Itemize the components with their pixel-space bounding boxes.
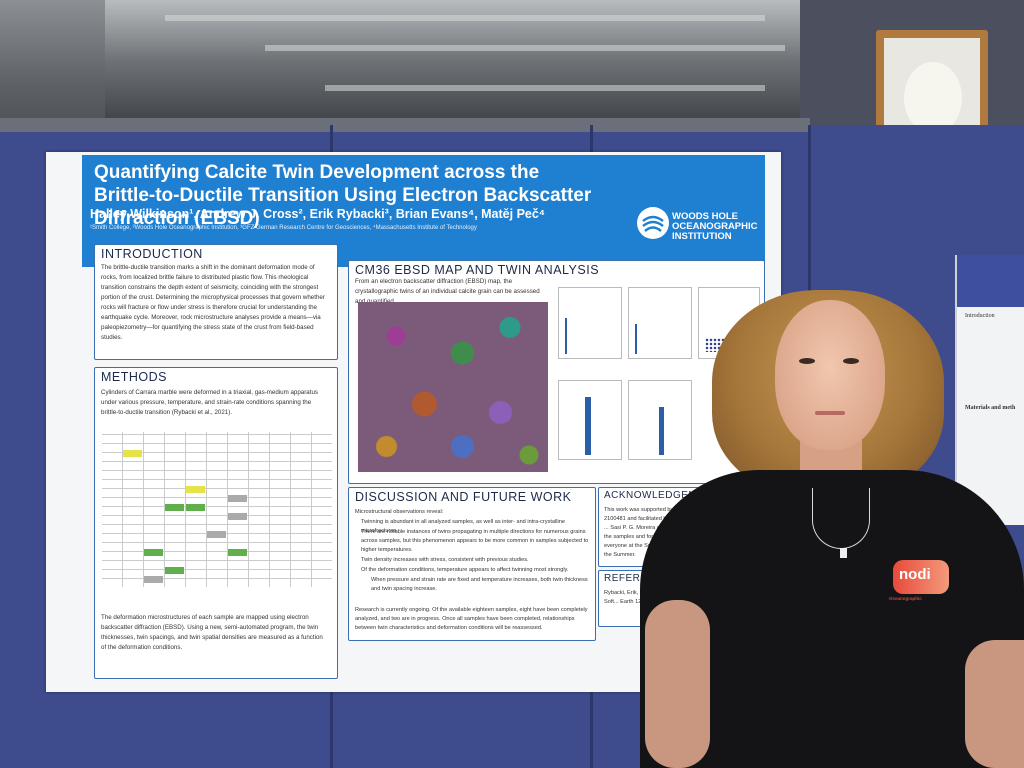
necklace bbox=[812, 488, 870, 549]
section-heading: ACKNOWLEDGEME bbox=[604, 490, 700, 501]
whoi-logo-icon bbox=[637, 207, 669, 239]
mouth bbox=[815, 411, 845, 415]
speaker-light bbox=[904, 62, 962, 134]
histogram-bar bbox=[635, 324, 637, 354]
discussion-section: DISCUSSION AND FUTURE WORK Microstructur… bbox=[348, 487, 596, 641]
introduction-section: INTRODUCTION The brittle-ductile transit… bbox=[94, 244, 338, 360]
section-text: Cylinders of Carrara marble were deforme… bbox=[101, 389, 318, 416]
section-heading: INTRODUCTION bbox=[101, 247, 203, 261]
section-heading: DISCUSSION AND FUTURE WORK bbox=[355, 490, 572, 504]
table-cell-highlight bbox=[144, 576, 163, 583]
side-poster-heading: Materials and meth bbox=[965, 405, 1016, 411]
institution-line: WOODS HOLE bbox=[672, 211, 738, 222]
discussion-bullet: Twinning is abundant in all analyzed sam… bbox=[361, 519, 565, 534]
side-poster: Introduction Materials and meth bbox=[955, 255, 1024, 525]
table-cell-highlight bbox=[123, 450, 142, 457]
table-cell-highlight bbox=[228, 513, 247, 520]
section-heading: REFEREN bbox=[604, 573, 656, 584]
table-cell-highlight bbox=[186, 504, 205, 511]
ceiling-beam bbox=[325, 85, 765, 91]
section-text: The brittle-ductile transition marks a s… bbox=[101, 264, 325, 341]
eye bbox=[799, 358, 815, 364]
histogram-plot bbox=[558, 287, 622, 359]
discussion-bullet: Twin density increases with stress, cons… bbox=[361, 557, 529, 563]
histogram-bar bbox=[659, 407, 664, 455]
ceiling-beam bbox=[265, 45, 785, 51]
discussion-bullet: Of the deformation conditions, temperatu… bbox=[361, 567, 569, 573]
poster-affiliations: ¹Smith College, ²Woods Hole Oceanographi… bbox=[90, 225, 477, 231]
ceiling-beam bbox=[165, 15, 765, 21]
poster-board-rail bbox=[0, 118, 810, 132]
section-heading: METHODS bbox=[101, 370, 167, 384]
discussion-sub-bullet: When pressure and strain rate are fixed … bbox=[371, 577, 588, 592]
table-cell-highlight bbox=[165, 567, 184, 574]
poster-authors: Halley Wilkinson¹, Andrew J. Cross², Eri… bbox=[90, 207, 545, 221]
side-poster-heading: Introduction bbox=[965, 313, 995, 319]
person-face bbox=[775, 300, 885, 450]
section-text: From an electron backscatter diffraction… bbox=[355, 278, 540, 305]
eye bbox=[843, 358, 859, 364]
ebsd-map-image bbox=[358, 302, 548, 472]
sample-conditions-table bbox=[102, 432, 332, 587]
discussion-intro: Microstructural observations reveal: bbox=[355, 509, 444, 515]
shirt-small-text: Oceanographic bbox=[889, 596, 922, 601]
histogram-bar bbox=[565, 318, 567, 354]
histogram-plot bbox=[628, 380, 692, 460]
table-cell-highlight bbox=[228, 549, 247, 556]
section-heading: CM36 EBSD MAP AND TWIN ANALYSIS bbox=[355, 263, 600, 277]
person-arm bbox=[965, 640, 1024, 768]
institution-line: OCEANOGRAPHIC bbox=[672, 221, 758, 232]
shirt-logo-icon: nodi bbox=[893, 560, 949, 594]
histogram-bar bbox=[585, 397, 591, 455]
table-cell-highlight bbox=[186, 486, 205, 493]
histogram-plot bbox=[558, 380, 622, 460]
table-cell-highlight bbox=[144, 549, 163, 556]
table-cell-highlight bbox=[207, 531, 226, 538]
side-poster-banner bbox=[957, 255, 1024, 307]
table-cell-highlight bbox=[165, 504, 184, 511]
histogram-plot bbox=[628, 287, 692, 359]
necklace-pendant bbox=[840, 548, 847, 558]
discussion-closing: Research is currently ongoing. Of the av… bbox=[355, 607, 588, 631]
poster-title: Quantifying Calcite Twin Development acr… bbox=[94, 162, 592, 229]
section-text: The deformation microstructures of each … bbox=[101, 614, 323, 651]
institution-name: WOODS HOLE OCEANOGRAPHIC INSTITUTION bbox=[672, 212, 758, 242]
table-cell-highlight bbox=[228, 495, 247, 502]
shirt-logo-text: nodi bbox=[899, 566, 931, 583]
institution-line: INSTITUTION bbox=[672, 231, 732, 242]
discussion-bullet: There are notable instances of twins pro… bbox=[361, 529, 589, 553]
person-arm bbox=[645, 600, 710, 768]
